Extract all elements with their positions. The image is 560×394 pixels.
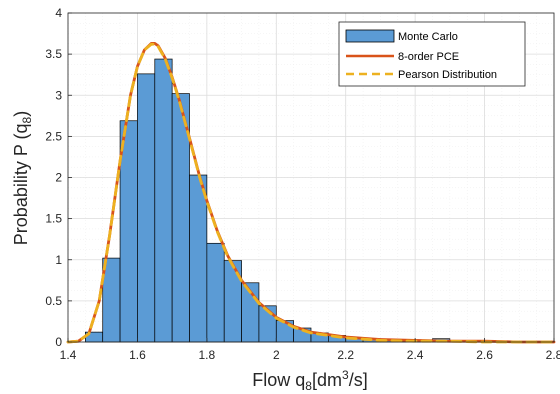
x-axis-title: Flow q8[dm3/s] [252, 368, 367, 393]
y-tick-label: 1.5 [45, 212, 62, 226]
legend-label-monte-carlo: Monte Carlo [398, 31, 458, 43]
y-tick-label: 1 [55, 253, 62, 267]
x-tick-label: 2 [273, 348, 280, 362]
histogram-bar [154, 58, 173, 343]
x-axis-title-subscript: 8 [305, 379, 312, 393]
x-tick-label: 1.4 [60, 348, 77, 362]
x-tick-label: 1.6 [129, 348, 146, 362]
x-tick-label: 2.6 [476, 348, 493, 362]
y-tick-label: 3 [55, 88, 62, 102]
y-tick-label: 4 [55, 6, 62, 20]
y-tick-label: 0 [55, 335, 62, 349]
x-tick-label: 2.2 [337, 348, 354, 362]
histogram-bar [137, 73, 156, 343]
legend-label-pce: 8-order PCE [398, 51, 459, 63]
x-axis-title-unit-open: [dm [312, 370, 342, 390]
histogram-bars [85, 58, 451, 343]
y-tick-label: 2.5 [45, 129, 62, 143]
legend: Monte Carlo 8-order PCE Pearson Distribu… [338, 21, 526, 87]
x-axis-ticks: 1.4 1.6 1.8 2 2.2 2.4 2.6 2.8 [60, 338, 560, 362]
y-tick-label: 2 [55, 171, 62, 185]
y-axis-title-close: ) [11, 111, 31, 117]
series-line-1 [66, 42, 556, 344]
x-tick-label: 2.8 [546, 348, 560, 362]
histogram-bar [206, 242, 225, 343]
y-axis-title-base: Probability P (q [11, 123, 31, 245]
y-axis-title-subscript: 8 [20, 116, 34, 123]
density-curves [66, 42, 556, 344]
y-axis-title: Probability P (q8) [11, 111, 34, 245]
y-tick-label: 3.5 [45, 47, 62, 61]
histogram-bar [189, 174, 208, 343]
y-tick-label: 0.5 [45, 294, 62, 308]
x-axis-title-unit-close: /s] [349, 370, 368, 390]
histogram-bar [223, 260, 242, 343]
y-axis-ticks: 0 0.5 1 1.5 2 2.5 3 3.5 4 [45, 6, 72, 349]
x-axis-title-base: Flow q [252, 370, 305, 390]
x-axis-title-superscript: 3 [342, 368, 349, 382]
legend-swatch-monte-carlo [345, 29, 395, 43]
histogram-bar [119, 120, 138, 343]
legend-label-pearson: Pearson Distribution [398, 69, 497, 81]
x-tick-label: 1.8 [199, 348, 216, 362]
x-tick-label: 2.4 [407, 348, 424, 362]
